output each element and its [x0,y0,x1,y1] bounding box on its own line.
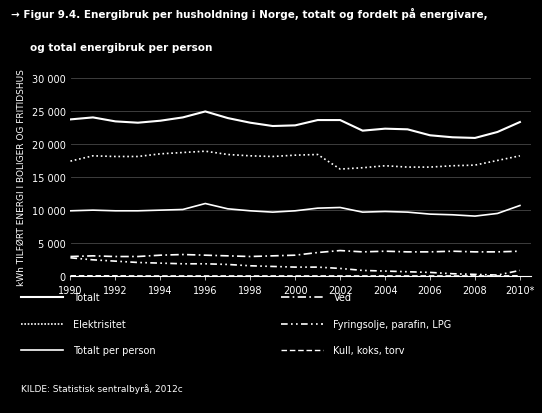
Text: Kull, koks, torv: Kull, koks, torv [333,345,405,355]
Text: Fyringsolje, parafin, LPG: Fyringsolje, parafin, LPG [333,319,451,329]
Text: og total energibruk per person: og total energibruk per person [30,43,212,53]
Text: Totalt: Totalt [73,292,100,302]
Text: Ved: Ved [333,292,351,302]
Text: Elektrisitet: Elektrisitet [73,319,126,329]
Text: Totalt per person: Totalt per person [73,345,156,355]
Text: KILDE: Statistisk sentralbyrå, 2012c: KILDE: Statistisk sentralbyrå, 2012c [21,383,183,393]
Y-axis label: kWh TILFØRT ENERGI I BOLIGER OG FRITIDSHUS: kWh TILFØRT ENERGI I BOLIGER OG FRITIDSH… [17,69,26,286]
Text: → Figur 9.4. Energibruk per husholdning i Norge, totalt og fordelt på energivare: → Figur 9.4. Energibruk per husholdning … [11,7,487,19]
